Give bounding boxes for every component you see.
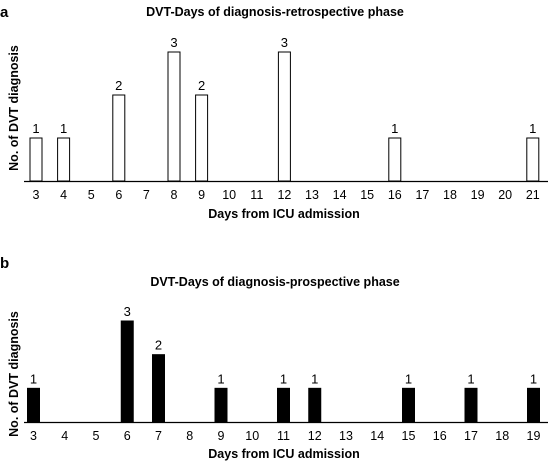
panel-letter-a: a [0, 4, 9, 21]
bar-data-label: 2 [155, 338, 162, 353]
x-tick-label: 4 [60, 188, 67, 202]
bar-data-label: 1 [405, 371, 412, 386]
x-tick-label: 12 [308, 429, 322, 443]
x-tick-label: 8 [171, 188, 178, 202]
tick-labels-group-b: 3 4 5 6 7 8 9 10 11 12 13 14 15 16 17 18 19 [30, 429, 540, 443]
chart-panel-b: b DVT-Days of diagnosis-prospective phas… [0, 255, 548, 461]
x-tick-label: 14 [333, 188, 347, 202]
x-tick-label: 18 [495, 429, 509, 443]
x-tick-label: 15 [360, 188, 374, 202]
bar [27, 387, 40, 423]
bar-data-label: 1 [391, 121, 398, 136]
x-tick-label: 19 [527, 429, 541, 443]
x-tick-label: 6 [124, 429, 131, 443]
x-tick-label: 12 [277, 188, 291, 202]
bar-data-label: 2 [198, 78, 205, 93]
x-tick-label: 13 [339, 429, 353, 443]
x-tick-label: 11 [277, 429, 290, 443]
bar [308, 387, 322, 423]
chart-title-b: DVT-Days of diagnosis-prospective phase [150, 275, 399, 289]
x-tick-label: 21 [526, 188, 540, 202]
data-labels-group-a: 1 1 2 3 2 3 1 1 [32, 35, 536, 136]
x-tick-label: 14 [370, 429, 384, 443]
x-tick-label: 13 [305, 188, 319, 202]
x-tick-label: 17 [464, 429, 478, 443]
bar-data-label: 1 [30, 371, 37, 386]
x-tick-label: 4 [61, 429, 68, 443]
x-tick-label: 11 [250, 188, 263, 202]
x-tick-label: 10 [222, 188, 236, 202]
data-labels-group-b: 1 3 2 1 1 1 1 1 1 [30, 304, 537, 386]
x-tick-label: 18 [443, 188, 457, 202]
x-tick-label: 5 [88, 188, 95, 202]
x-tick-label: 6 [115, 188, 122, 202]
x-tick-label: 16 [388, 188, 402, 202]
bar [388, 137, 402, 182]
bar [167, 51, 181, 182]
x-axis-label-a: Days from ICU admission [208, 207, 359, 221]
bar-data-label: 1 [32, 121, 39, 136]
bar-data-label: 1 [311, 371, 318, 386]
bar [152, 354, 165, 423]
bar-data-label: 1 [280, 371, 287, 386]
bar [526, 137, 540, 182]
bars-group-a [29, 51, 540, 182]
tick-labels-group-a: 3 4 5 6 7 8 9 10 11 12 13 14 15 16 17 18 19 20 21 [33, 188, 540, 202]
x-tick-label: 15 [402, 429, 416, 443]
x-tick-label: 10 [245, 429, 259, 443]
bar-data-label: 3 [170, 35, 177, 50]
bar [527, 387, 540, 423]
x-tick-label: 19 [471, 188, 485, 202]
x-tick-label: 9 [198, 188, 205, 202]
bar [112, 94, 126, 182]
x-tick-label: 3 [30, 429, 37, 443]
bar [29, 137, 43, 182]
x-tick-label: 16 [433, 429, 447, 443]
bar-data-label: 2 [115, 78, 122, 93]
bar [120, 320, 134, 423]
y-axis-label-a: No. of DVT diagnosis [7, 45, 21, 171]
bar [277, 51, 291, 182]
bar-data-label: 1 [529, 121, 536, 136]
bar [277, 387, 290, 423]
bar-data-label: 1 [60, 121, 67, 136]
bar-data-label: 1 [530, 371, 537, 386]
bar [464, 387, 478, 423]
bar-data-label: 1 [217, 371, 224, 386]
x-axis-label-b: Days from ICU admission [208, 447, 359, 461]
x-tick-label: 3 [33, 188, 40, 202]
bar-data-label: 3 [281, 35, 288, 50]
x-tick-label: 9 [218, 429, 225, 443]
bar [214, 387, 228, 423]
bar [402, 387, 415, 423]
x-tick-label: 8 [186, 429, 193, 443]
panel-letter-b: b [0, 255, 9, 272]
chart-title-a: DVT-Days of diagnosis-retrospective phas… [146, 5, 404, 19]
x-tick-label: 5 [93, 429, 100, 443]
bars-group-b [27, 320, 540, 423]
bar [195, 94, 209, 182]
x-tick-label: 17 [415, 188, 429, 202]
bar-data-label: 1 [467, 371, 474, 386]
x-tick-label: 20 [498, 188, 512, 202]
x-tick-label: 7 [143, 188, 150, 202]
bar-data-label: 3 [124, 304, 131, 319]
chart-panel-a: a DVT-Days of diagnosis-retrospective ph… [0, 4, 548, 221]
bar [57, 137, 71, 182]
y-axis-label-b: No. of DVT diagnosis [7, 311, 21, 437]
x-tick-label: 7 [155, 429, 162, 443]
